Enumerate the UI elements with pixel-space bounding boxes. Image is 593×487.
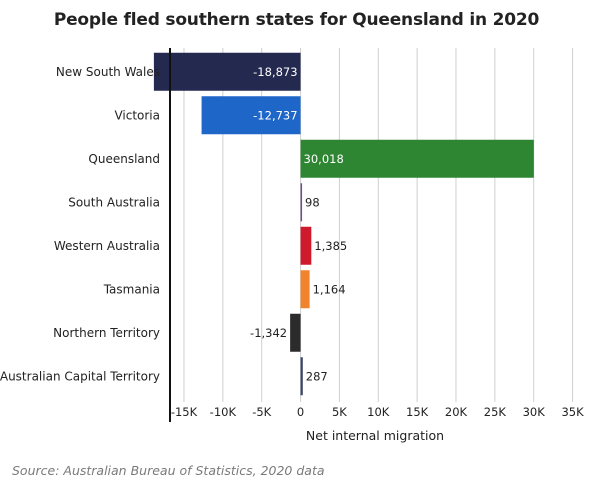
bar [300,270,310,309]
bar [300,357,303,396]
category-label: Australian Capital Territory [0,369,160,383]
bar [300,226,312,265]
bar [300,183,303,222]
category-label: South Australia [68,195,160,209]
category-label: Victoria [114,108,160,122]
value-label: 98 [305,195,320,209]
category-label: New South Wales [56,65,160,79]
category-labels: New South Wales Victoria Queensland South A… [0,65,160,384]
value-label: 30,018 [304,152,344,166]
x-tick-label: 35K [561,405,584,419]
value-label: -1,342 [250,326,287,340]
value-label: 287 [306,369,328,383]
bar [153,52,301,91]
x-tick-label: 20K [445,405,468,419]
bar [300,139,534,178]
bars [153,52,534,396]
category-label: Northern Territory [53,326,160,340]
x-tick-label: 25K [484,405,507,419]
x-tick-label: 30K [523,405,546,419]
value-label: -18,873 [253,65,297,79]
category-label: Western Australia [54,239,160,253]
category-label: Tasmania [103,282,160,296]
x-tick-label: 0 [297,405,304,419]
x-tick-label: 10K [367,405,390,419]
x-tick-label: 15K [406,405,429,419]
x-tick-label: -15K [171,405,198,419]
bar [201,96,301,135]
category-label: Queensland [88,152,160,166]
x-tick-label: -5K [252,405,271,419]
value-labels: -18,873 -12,737 30,018 98 1,385 1,164 -1,342 28… [250,65,347,384]
value-label: 1,164 [313,282,346,296]
x-tick-labels: -15K -10K -5K 0 5K 10K 15K 20K 25K 30K 35K [171,405,584,419]
value-label: 1,385 [314,239,347,253]
chart-title: People fled southern states for Queensla… [53,10,540,30]
source-note: Source: Australian Bureau of Statistics,… [12,463,325,478]
x-axis-title: Net internal migration [306,428,444,443]
bar [290,313,301,352]
x-tick-label: 5K [332,405,347,419]
value-label: -12,737 [253,108,297,122]
x-tick-label: -10K [210,405,237,419]
